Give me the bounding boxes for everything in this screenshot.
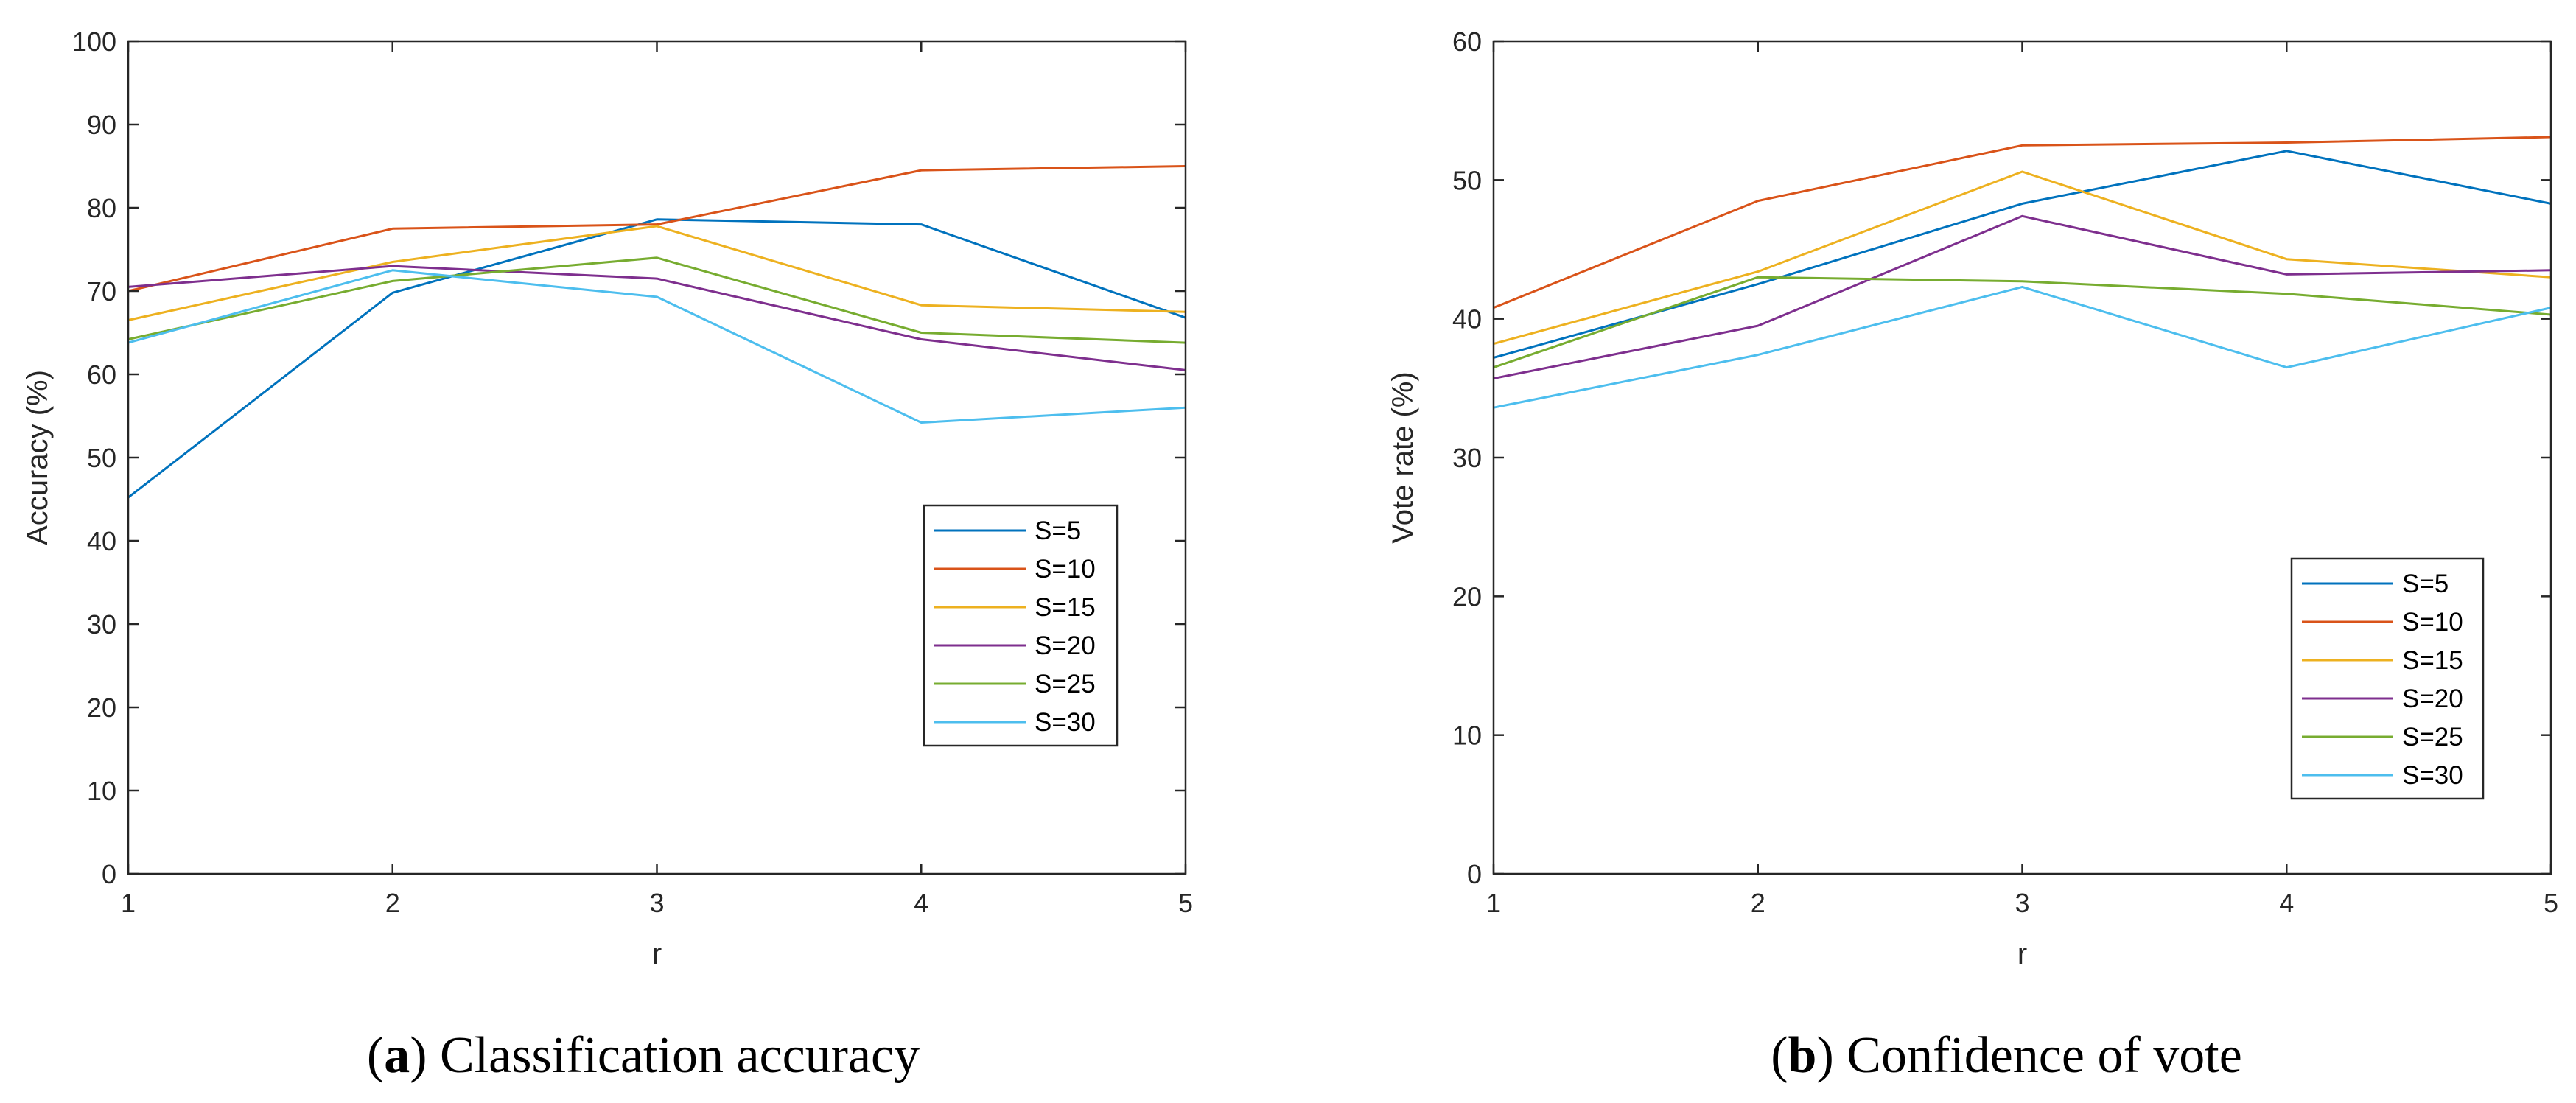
legend-label: S=30 [1035,708,1096,737]
x-tick-label: 5 [2544,888,2558,918]
x-tick-label: 2 [385,888,400,918]
caption-b-text: Confidence of vote [1847,1027,2241,1084]
caption-a: (a) Classification accuracy [367,1027,920,1084]
series-line-s-25 [1493,276,2552,369]
x-axis-label: r [2017,938,2027,970]
y-tick-label: 60 [87,360,116,390]
plot-area [128,41,1186,874]
legend-box [923,504,1119,747]
series-line-s-5 [127,218,1186,499]
legend-label: S=10 [2402,608,2463,637]
x-tick-label: 1 [1486,888,1501,918]
caption-b: (b) Confidence of vote [1771,1027,2242,1084]
legend-box [2290,557,2485,800]
x-tick-label: 1 [121,888,136,918]
y-tick-label: 40 [1452,304,1482,335]
series-line-s-10 [1493,136,2552,309]
series-line-s-30 [127,269,1186,424]
legend-label: S=15 [2402,646,2463,675]
series-line-s-30 [1493,285,2552,409]
legend-label: S=30 [2402,761,2463,790]
legend-label: S=20 [1035,631,1096,660]
x-tick-label: 3 [2015,888,2029,918]
y-tick-label: 40 [87,526,116,556]
series-line-s-15 [127,225,1186,321]
y-tick-label: 90 [87,110,116,140]
y-axis-label: Accuracy (%) [21,370,54,545]
x-tick-label: 4 [2279,888,2294,918]
x-axis-label: r [652,938,662,970]
caption-a-text: Classification accuracy [440,1027,920,1084]
y-axis-label: Vote rate (%) [1387,371,1419,543]
y-tick-label: 30 [87,609,116,640]
y-tick-label: 80 [87,193,116,223]
y-tick-label: 50 [87,443,116,473]
y-tick-label: 0 [102,859,116,889]
legend-label: S=15 [1035,593,1096,622]
y-tick-label: 70 [87,276,116,307]
x-tick-label: 2 [1751,888,1765,918]
legend-label: S=10 [1035,555,1096,584]
legend-label: S=5 [1035,517,1081,545]
legend-label: S=25 [1035,670,1096,698]
series-line-s-15 [1493,170,2552,346]
y-tick-label: 60 [1452,27,1482,57]
y-tick-label: 10 [1452,721,1482,751]
y-tick-label: 100 [72,27,116,57]
y-tick-label: 20 [87,693,116,723]
y-tick-label: 50 [1452,165,1482,195]
caption-a-letter: a [384,1027,410,1084]
x-tick-label: 5 [1178,888,1193,918]
caption-b-letter: b [1788,1027,1817,1084]
legend-label: S=25 [2402,723,2463,752]
series-line-s-20 [1493,214,2552,380]
x-tick-label: 4 [914,888,928,918]
y-tick-label: 20 [1452,581,1482,612]
x-tick-label: 3 [649,888,664,918]
legend-label: S=5 [2402,570,2449,598]
y-tick-label: 0 [1467,859,1482,889]
legend: S=5 S=10 S=15 S=20 S=25 S=30 [2290,557,2485,800]
legend-label: S=20 [2402,684,2463,713]
y-tick-label: 30 [1452,443,1482,473]
series-line-s-25 [127,256,1186,344]
y-tick-label: 10 [87,776,116,806]
legend: S=5 S=10 S=15 S=20 S=25 S=30 [923,504,1119,747]
series-line-s-10 [127,165,1186,293]
series-line-s-20 [127,265,1186,371]
series-line-s-5 [1493,150,2552,359]
